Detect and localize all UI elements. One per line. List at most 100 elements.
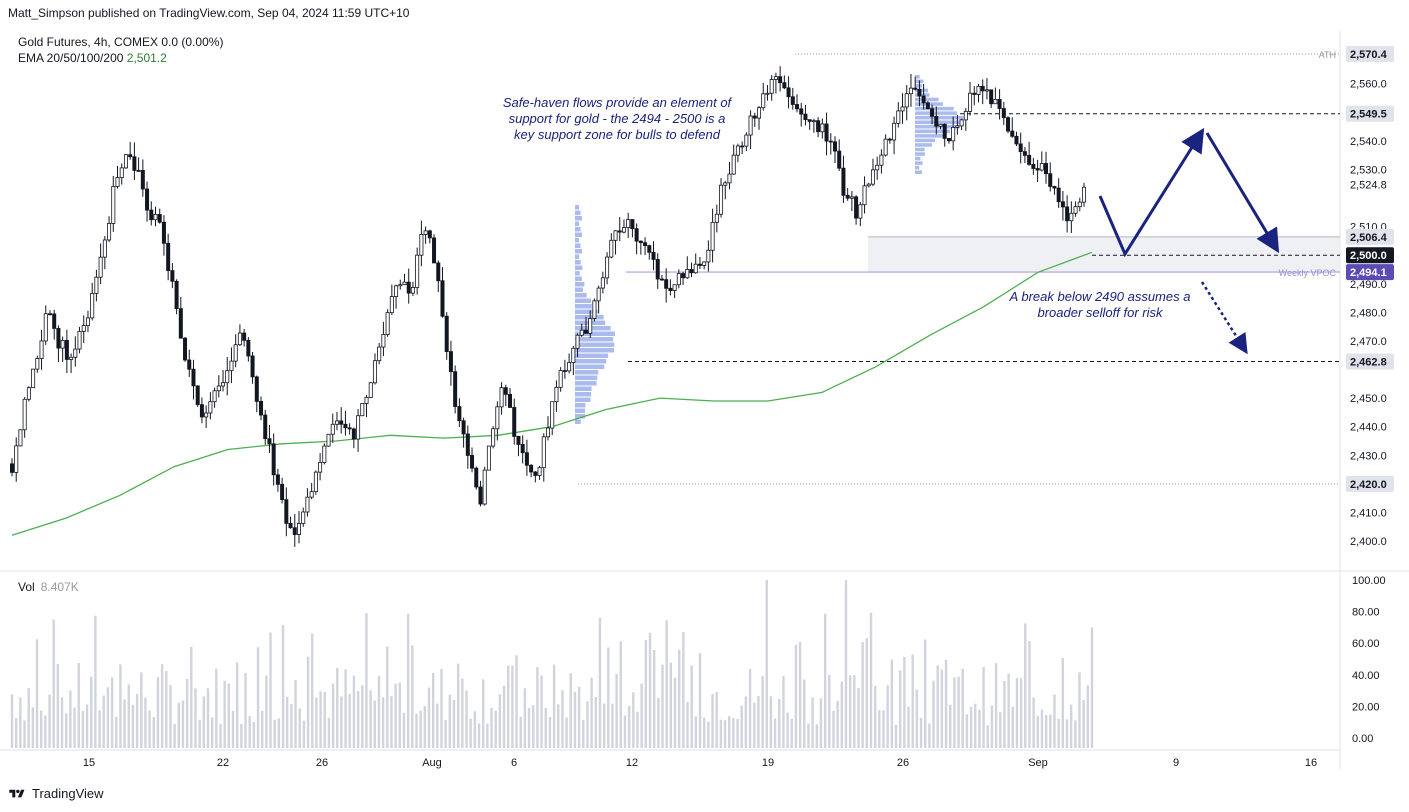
support-zone-box	[868, 236, 1340, 273]
footer[interactable]: TradingView	[8, 786, 104, 801]
profile-bar	[915, 152, 925, 156]
candle-body	[313, 471, 318, 493]
volume-bar	[323, 691, 326, 748]
volume-bar	[740, 705, 743, 748]
candle-body	[271, 443, 276, 476]
candle-body	[77, 330, 82, 350]
profile-bar	[915, 93, 930, 97]
volume-bar	[210, 717, 214, 748]
volume-bar	[665, 620, 668, 748]
volume-bar	[728, 716, 731, 748]
volume-bar	[448, 694, 452, 748]
volume-bar	[394, 683, 397, 748]
candle-body	[402, 281, 407, 286]
volume-bar	[1032, 697, 1035, 748]
profile-bar	[575, 282, 585, 287]
candle-body	[372, 360, 377, 384]
profile-bar	[575, 243, 581, 248]
price-tick-label: 2,494.1	[1350, 267, 1387, 279]
price-badge	[1346, 475, 1394, 492]
candle-body	[546, 427, 551, 438]
candle-body	[782, 82, 787, 89]
candle-body	[246, 339, 251, 357]
candle-body	[212, 390, 217, 403]
volume-bar	[65, 713, 68, 748]
volume-bar	[315, 697, 318, 748]
candle-body	[26, 387, 31, 400]
volume-bar	[769, 696, 773, 748]
candle-body	[128, 154, 133, 158]
volume-bar	[344, 669, 347, 748]
volume-bars	[10, 580, 1094, 748]
volume-bar	[110, 677, 114, 748]
candle-body	[145, 188, 150, 211]
profile-bar	[915, 165, 920, 170]
price-tick-label: 2,410.0	[1350, 507, 1387, 519]
volume-bar	[790, 718, 793, 748]
volume-bar	[290, 704, 293, 748]
volume-bar	[690, 665, 693, 748]
volume-bar	[765, 580, 768, 748]
ema-label[interactable]: EMA 20/50/100/200	[18, 51, 124, 65]
volume-bar	[298, 708, 301, 748]
volume-bar	[481, 679, 485, 748]
candle-body	[69, 356, 74, 360]
volume-bar	[519, 716, 522, 748]
candle-body	[862, 185, 867, 206]
ema200-path	[11, 251, 1093, 536]
volume-bar	[227, 683, 231, 748]
candle-body	[301, 511, 306, 524]
volume-bar	[23, 720, 26, 748]
volume-bar	[356, 690, 360, 748]
candle-body	[533, 471, 538, 476]
volume-bar	[190, 647, 193, 748]
candle-body	[204, 412, 209, 418]
volume-bar	[131, 704, 135, 748]
volume-tick-label: 80.00	[1352, 607, 1380, 619]
candle-body	[866, 183, 871, 187]
candle-body	[1052, 186, 1057, 189]
ema-line[interactable]: EMA 20/50/100/200 2,501.2	[18, 50, 223, 66]
volume-bar	[256, 647, 260, 748]
volume-bar	[248, 716, 251, 748]
volume-bar	[548, 717, 552, 748]
volume-legend[interactable]: Vol 8.407K	[18, 580, 79, 594]
volume-bar	[306, 656, 310, 748]
volume-bar	[1069, 704, 1073, 748]
candle-body	[221, 382, 226, 387]
volume-bar	[540, 675, 543, 748]
candle-body	[596, 287, 601, 302]
price-tick-label: 2,490.0	[1350, 279, 1387, 291]
profile-bar	[575, 304, 592, 309]
volume-bar	[986, 725, 989, 748]
volume-bar	[19, 697, 22, 748]
price-tick-label: 2,400.0	[1350, 536, 1387, 548]
candle-body	[803, 113, 808, 121]
volume-bar	[907, 706, 910, 748]
volume-bar	[423, 706, 427, 748]
volume-bar	[48, 694, 51, 748]
profile-bar	[575, 254, 580, 259]
candle-body	[444, 315, 449, 352]
symbol-name[interactable]: Gold Futures, 4h, COMEX	[18, 35, 159, 49]
volume-bar	[915, 689, 919, 748]
candle-body	[183, 337, 188, 361]
candle-body	[520, 444, 525, 454]
candle-body	[60, 340, 65, 349]
time-tick-label: 12	[626, 757, 638, 769]
time-tick-label: 16	[1305, 757, 1317, 769]
candle-body	[744, 134, 749, 147]
candle-body	[693, 263, 698, 274]
volume-bar	[31, 707, 35, 748]
volume-bar	[644, 639, 648, 748]
candle-body	[503, 387, 508, 395]
candle-body	[107, 223, 112, 241]
volume-bar	[932, 680, 935, 748]
candle-body	[989, 89, 994, 105]
candle-body	[651, 251, 656, 260]
publisher-header: Matt_Simpson published on TradingView.co…	[8, 6, 410, 20]
symbol-line[interactable]: Gold Futures, 4h, COMEX 0.0 (0.00%)	[18, 34, 223, 50]
volume-bar	[794, 644, 798, 748]
time-tick-label: 19	[762, 757, 774, 769]
